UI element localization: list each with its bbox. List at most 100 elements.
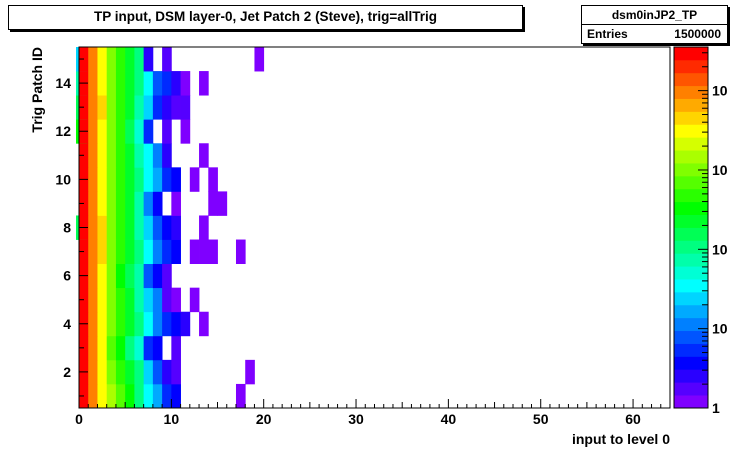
stats-entries-value: 1500000	[674, 27, 721, 41]
colorbar-segment	[674, 356, 708, 370]
colorbar-tick-label: 10	[712, 83, 728, 99]
heatmap-cell	[254, 47, 265, 72]
heatmap-cell	[143, 383, 154, 409]
heatmap-cell	[115, 47, 126, 72]
heatmap-cell	[97, 311, 108, 337]
heatmap-cell	[199, 143, 209, 168]
heatmap-cell	[88, 71, 98, 96]
heatmap-cell	[152, 287, 163, 313]
y-tick-label: 6	[63, 268, 71, 284]
heatmap-cell	[162, 311, 172, 337]
heatmap-cell	[125, 191, 135, 216]
heatmap-cell	[125, 263, 135, 289]
colorbar-segment	[674, 291, 708, 306]
heatmap-cell	[97, 167, 108, 192]
stats-box: dsm0inJP2_TP Entries 1500000	[581, 5, 728, 44]
heatmap-cell	[88, 95, 98, 120]
heatmap-cell	[106, 167, 117, 192]
colorbar-segment	[674, 317, 708, 332]
heatmap-cell	[115, 383, 126, 409]
heatmap-cell	[171, 359, 181, 385]
heatmap-cell	[152, 239, 163, 264]
heatmap-cell	[208, 191, 218, 216]
heatmap-cell	[208, 167, 218, 192]
stats-entries-label: Entries	[587, 27, 628, 41]
heatmap-cell	[152, 311, 163, 337]
heatmap-cell	[199, 215, 209, 240]
heatmap-cell	[171, 215, 181, 240]
colorbar-frame	[673, 46, 709, 409]
colorbar-segment	[674, 47, 708, 61]
heatmap-cell	[97, 215, 108, 240]
x-tick-label: 60	[625, 411, 641, 427]
heatmap-cell	[97, 263, 108, 289]
heatmap-cell	[180, 95, 191, 120]
heatmap-cell	[171, 311, 181, 337]
heatmap-cell	[106, 119, 117, 144]
heatmap-cell	[143, 239, 154, 264]
heatmap-cell	[171, 95, 181, 120]
heatmap-cell	[162, 383, 172, 409]
heatmap-cell	[134, 311, 145, 337]
y-tick-label: 2	[63, 364, 71, 380]
heatmap-cell	[115, 71, 126, 96]
heatmap-cell	[106, 359, 117, 385]
colorbar-segment	[674, 72, 708, 87]
x-tick-label: 10	[164, 411, 180, 427]
heatmap-cell	[152, 71, 163, 96]
heatmap-cell	[162, 287, 172, 313]
heatmap-cell	[106, 383, 117, 409]
heatmap-cell	[125, 215, 135, 240]
stats-divider	[582, 24, 727, 25]
heatmap-cell	[115, 263, 126, 289]
heatmap-cell	[134, 95, 145, 120]
heatmap-cell	[97, 383, 108, 409]
stats-histogram-name: dsm0inJP2_TP	[611, 8, 698, 22]
heatmap-cell	[106, 47, 117, 72]
heatmap-cell	[115, 359, 126, 385]
y-tick-label: 4	[63, 316, 71, 332]
heatmap-cell	[134, 287, 145, 313]
heatmap-cell	[143, 143, 154, 168]
x-tick-label: 40	[441, 411, 457, 427]
heatmap-cell	[88, 191, 98, 216]
heatmap-cell	[171, 167, 181, 192]
colorbar-segment	[674, 266, 708, 280]
chart-title: TP input, DSM layer-0, Jet Patch 2 (Stev…	[94, 9, 437, 24]
heatmap-cell	[125, 383, 135, 409]
heatmap-cell	[134, 167, 145, 192]
heatmap-cell	[97, 359, 108, 385]
colorbar-segment	[674, 163, 708, 177]
heatmap-cell	[88, 383, 98, 409]
heatmap-cell	[88, 167, 98, 192]
heatmap-cell	[134, 335, 145, 361]
heatmap-cell	[106, 263, 117, 289]
heatmap-cell	[189, 287, 200, 313]
y-tick-label: 12	[55, 123, 71, 139]
heatmap-cell	[115, 311, 126, 337]
heatmap-cell	[143, 119, 154, 144]
heatmap-cell	[106, 239, 117, 264]
colorbar-segment	[674, 124, 708, 138]
heatmap-cell	[199, 239, 209, 264]
colorbar-tick-label: 10	[712, 241, 728, 257]
heatmap-cell	[171, 239, 181, 264]
heatmap-cell	[88, 335, 98, 361]
heatmap-cell	[162, 47, 172, 72]
heatmap-cell	[208, 239, 218, 264]
heatmap-cell	[97, 143, 108, 168]
heatmap-cell	[125, 119, 135, 144]
heatmap-cell	[97, 335, 108, 361]
heatmap-cell	[115, 143, 126, 168]
colorbar-tick-label: 10	[712, 321, 728, 337]
heatmap-cell	[245, 359, 255, 385]
heatmap-cell	[180, 311, 191, 337]
heatmap-cell	[97, 71, 108, 96]
heatmap-cell	[143, 167, 154, 192]
heatmap-cell	[125, 95, 135, 120]
colorbar-segment	[674, 59, 708, 74]
heatmap-cell	[152, 95, 163, 120]
colorbar-segment	[674, 279, 708, 293]
heatmap-cell	[143, 287, 154, 313]
heatmap-cell	[143, 263, 154, 289]
